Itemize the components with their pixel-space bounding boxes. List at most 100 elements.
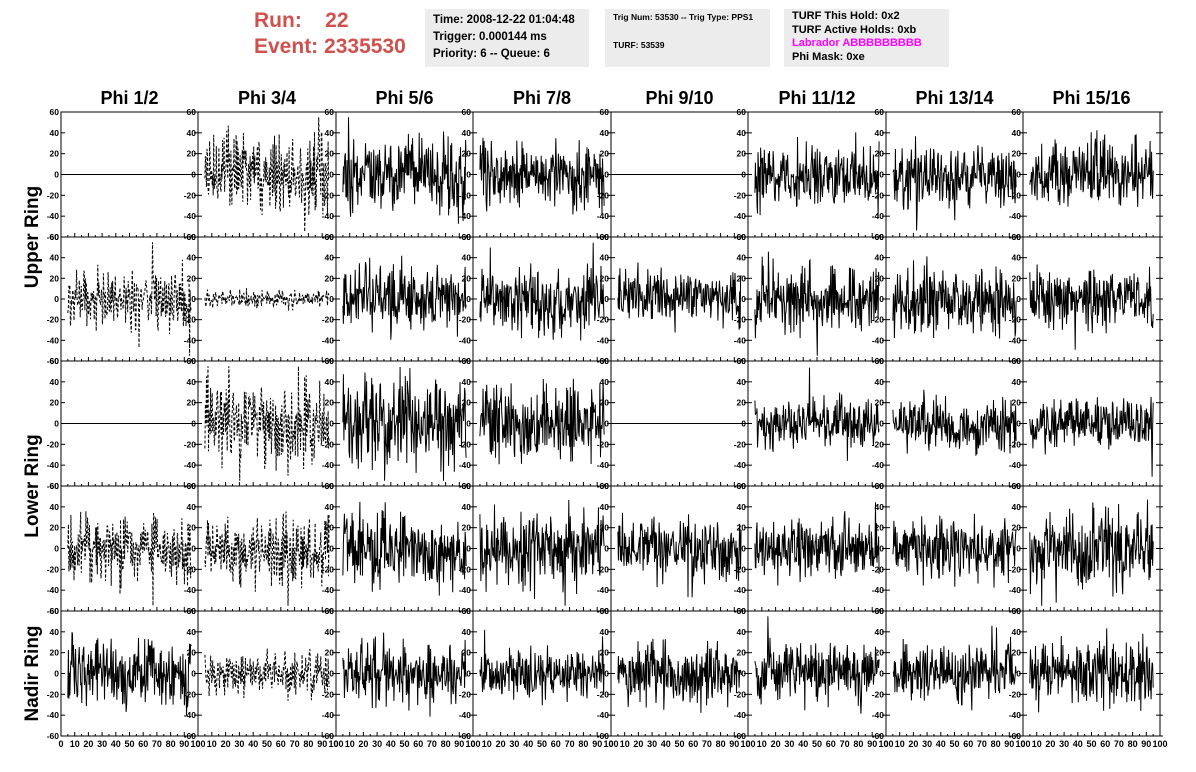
x-tick-label: 90	[1004, 739, 1014, 749]
y-tick-label: 20	[737, 523, 747, 533]
y-tick-label: 40	[462, 253, 472, 263]
y-tick-label: 60	[1012, 107, 1022, 117]
y-tick-label: -20	[734, 689, 747, 699]
y-tick-label: -40	[734, 585, 747, 595]
y-tick-label: 0	[741, 170, 746, 180]
ring-label: Upper Ring	[22, 186, 43, 288]
x-tick-label: 60	[276, 739, 286, 749]
y-tick-label: 40	[325, 627, 335, 637]
y-tick-label: 40	[187, 377, 197, 387]
y-tick-label: 60	[50, 356, 60, 366]
ring-label: Lower Ring	[22, 434, 43, 537]
trig-line: Trig Num: 53530 -- Trig Type: PPS1	[613, 12, 754, 22]
y-tick-label: 20	[737, 273, 747, 283]
y-tick-label: 60	[325, 232, 335, 242]
x-tick-label: 30	[922, 739, 932, 749]
x-tick-label: 10	[70, 739, 80, 749]
y-tick-label: 0	[1016, 419, 1021, 429]
y-tick-label: 40	[875, 253, 885, 263]
y-tick-label: -40	[184, 710, 197, 720]
x-tick-label: 20	[358, 739, 368, 749]
y-tick-label: -20	[734, 190, 747, 200]
time-line: Time: 2008-12-22 01:04:48	[433, 14, 575, 26]
waveform-trace	[204, 511, 330, 606]
y-tick-label: -20	[597, 190, 610, 200]
y-tick-label: -60	[872, 731, 885, 741]
y-tick-label: -20	[322, 689, 335, 699]
x-tick-label: 100	[190, 739, 205, 749]
x-tick-label: 100	[1152, 739, 1167, 749]
y-tick-label: 60	[325, 107, 335, 117]
y-tick-label: -40	[734, 211, 747, 221]
y-tick-label: 20	[875, 273, 885, 283]
turf-hold-line: TURF This Hold: 0x2	[792, 10, 900, 22]
y-tick-label: -20	[597, 689, 610, 699]
y-tick-label: -60	[459, 731, 472, 741]
x-tick-label: 0	[608, 739, 613, 749]
y-tick-label: -20	[47, 439, 60, 449]
x-tick-label: 60	[138, 739, 148, 749]
y-tick-label: 0	[879, 294, 884, 304]
y-tick-label: -20	[322, 439, 335, 449]
y-tick-label: -20	[184, 564, 197, 574]
y-tick-label: -40	[1009, 211, 1022, 221]
x-tick-label: 90	[1141, 739, 1151, 749]
x-tick-label: 70	[1114, 739, 1124, 749]
y-tick-label: -20	[734, 564, 747, 574]
y-tick-label: -40	[1009, 335, 1022, 345]
y-tick-label: 0	[1016, 669, 1021, 679]
x-tick-label: 100	[328, 739, 343, 749]
waveform-trace	[892, 256, 1017, 339]
y-tick-label: 40	[187, 253, 197, 263]
y-tick-label: 0	[329, 669, 334, 679]
y-tick-label: -40	[322, 211, 335, 221]
waveform-trace	[892, 513, 1017, 588]
x-tick-label: 100	[740, 739, 755, 749]
trigger-line: Trigger: 0.000144 ms	[433, 31, 547, 43]
y-tick-label: 60	[600, 107, 610, 117]
waveform-trace	[617, 512, 742, 598]
x-tick-label: 50	[949, 739, 959, 749]
y-tick-label: 0	[191, 170, 196, 180]
y-tick-label: 0	[741, 419, 746, 429]
y-tick-label: 20	[737, 398, 747, 408]
y-tick-label: 20	[875, 523, 885, 533]
y-tick-label: 40	[50, 128, 60, 138]
x-tick-label: 20	[221, 739, 231, 749]
ring-label: Nadir Ring	[22, 625, 43, 721]
y-tick-label: -60	[1009, 731, 1022, 741]
y-tick-label: 40	[325, 253, 335, 263]
y-tick-label: 60	[600, 481, 610, 491]
y-tick-label: -20	[872, 439, 885, 449]
x-tick-label: 70	[290, 739, 300, 749]
y-tick-label: 0	[191, 544, 196, 554]
y-tick-label: -40	[597, 211, 610, 221]
y-tick-label: 0	[604, 669, 609, 679]
y-tick-label: -40	[47, 710, 60, 720]
y-tick-label: 0	[466, 669, 471, 679]
x-tick-label: 90	[729, 739, 739, 749]
y-tick-label: -40	[184, 460, 197, 470]
y-tick-label: -20	[184, 190, 197, 200]
x-tick-label: 80	[716, 739, 726, 749]
x-tick-label: 60	[1100, 739, 1110, 749]
y-tick-label: -40	[459, 585, 472, 595]
waveform-trace	[892, 625, 1017, 711]
y-tick-label: 0	[54, 544, 59, 554]
waveform-trace	[479, 629, 605, 706]
x-tick-label: 0	[470, 739, 475, 749]
waveform-trace	[342, 366, 467, 481]
y-tick-label: 60	[50, 481, 60, 491]
x-tick-label: 30	[97, 739, 107, 749]
y-tick-label: 0	[54, 170, 59, 180]
y-tick-label: -20	[872, 564, 885, 574]
y-tick-label: 20	[462, 398, 472, 408]
waveform-trace	[1029, 130, 1154, 207]
y-tick-label: -40	[734, 710, 747, 720]
y-tick-label: 40	[187, 502, 197, 512]
turf-info-panel: TURF This Hold: 0x2 TURF Active Holds: 0…	[784, 9, 949, 67]
y-tick-label: 0	[604, 294, 609, 304]
waveform-trace	[892, 136, 1017, 231]
run-value: 22	[325, 9, 349, 32]
column-title: Phi 3/4	[238, 88, 296, 108]
